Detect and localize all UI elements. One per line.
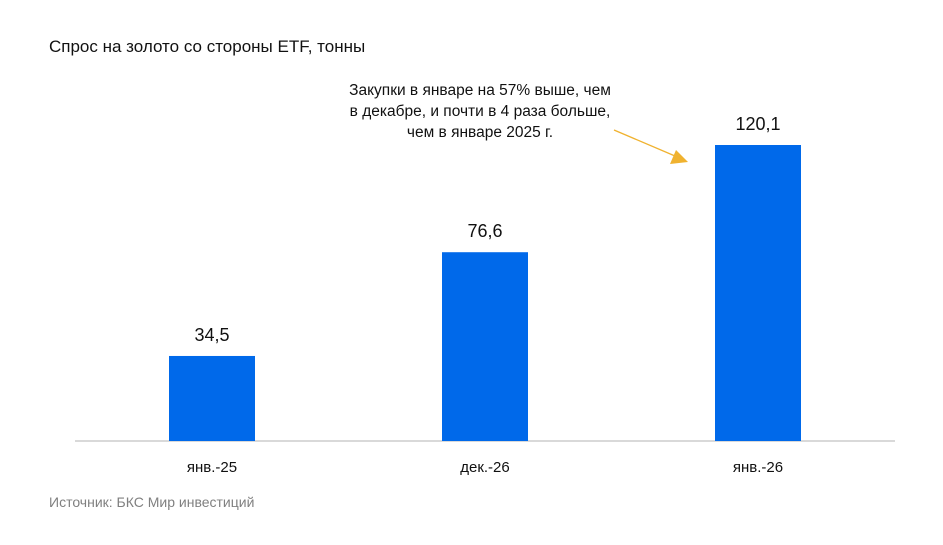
bar — [715, 145, 801, 441]
bar — [169, 355, 255, 441]
annotation-arrowhead-icon — [670, 150, 688, 164]
data-label: 120,1 — [735, 114, 780, 134]
data-label: 76,6 — [467, 221, 502, 241]
chart-title: Спрос на золото со стороны ETF, тонны — [49, 37, 366, 56]
annotation-text: Закупки в январе на 57% выше, чем в дека… — [349, 82, 611, 141]
data-label: 34,5 — [194, 325, 229, 345]
x-tick-label: дек.-26 — [460, 459, 510, 476]
bar — [442, 252, 528, 441]
x-tick-label: янв.-25 — [187, 459, 237, 476]
x-tick-label: янв.-26 — [733, 459, 783, 476]
annotation-arrow-line — [613, 129, 676, 157]
source-note: Источник: БКС Мир инвестиций — [49, 494, 255, 510]
